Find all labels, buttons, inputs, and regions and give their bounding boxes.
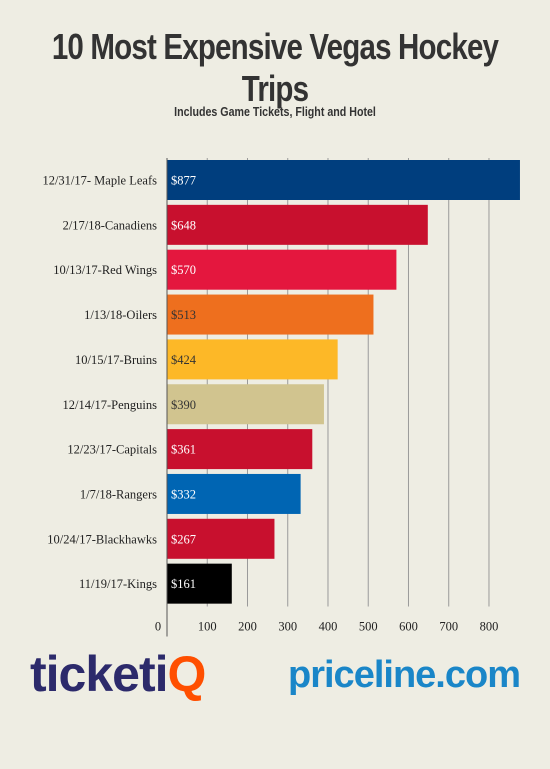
x-tick-label: 300: [278, 620, 297, 634]
x-tick-label: 700: [439, 620, 458, 634]
bar: [167, 204, 428, 245]
x-tick-label: 0: [155, 620, 161, 634]
bar: [167, 518, 275, 559]
bar: [167, 384, 324, 425]
bar: [167, 294, 374, 335]
priceline-logo: priceline.com: [288, 654, 521, 696]
bar-value-label: $390: [171, 398, 196, 412]
x-tick-label: 500: [359, 620, 378, 634]
ticketiq-logo-text: ticketi: [30, 646, 169, 702]
category-label: 11/19/17-Kings: [79, 577, 157, 591]
bar: [167, 339, 338, 380]
x-tick-label: 200: [238, 620, 257, 634]
bar: [167, 563, 232, 604]
bar-value-label: $332: [171, 487, 196, 501]
category-label: 10/24/17-Blackhawks: [47, 532, 157, 546]
bar: [167, 249, 397, 290]
x-tick-label: 600: [399, 620, 418, 634]
chart-subtitle: Includes Game Tickets, Flight and Hotel: [174, 104, 376, 119]
bar: [167, 160, 520, 200]
x-tick-label: 400: [319, 620, 338, 634]
x-tick-label: 800: [480, 620, 499, 634]
bar-value-label: $513: [171, 308, 196, 322]
category-label: 1/13/18-Oilers: [84, 308, 157, 322]
bar-value-label: $267: [171, 532, 196, 546]
bar: [167, 473, 301, 514]
bar-value-label: $648: [171, 218, 196, 232]
bars-group: $877 $648 $570 $513 $424 $390 $361 $332 $267 $161: [167, 160, 520, 604]
chart-title: 10 Most Expensive Vegas Hockey Trips: [51, 26, 499, 109]
category-label: 2/17/18-Canadiens: [63, 218, 158, 232]
ticketiq-logo: ticketiQ: [30, 645, 207, 703]
category-labels: 12/31/17- Maple Leafs 2/17/18-Canadiens 10…: [42, 174, 157, 592]
bar-value-label: $424: [171, 353, 197, 367]
bar: [167, 429, 313, 470]
category-label: 10/13/17-Red Wings: [53, 263, 157, 277]
category-label: 10/15/17-Bruins: [75, 353, 157, 367]
category-label: 1/7/18-Rangers: [80, 487, 157, 501]
bar-value-label: $161: [171, 577, 196, 591]
bar-chart: $877 $648 $570 $513 $424 $390 $361 $332 $267 $161…: [42, 158, 520, 637]
x-tick-label: 100: [198, 620, 217, 634]
bar-value-label: $361: [171, 443, 196, 457]
bar-value-label: $570: [171, 263, 196, 277]
ticketiq-logo-accent: Q: [167, 646, 207, 702]
category-label: 12/31/17- Maple Leafs: [42, 174, 157, 188]
category-label: 12/14/17-Penguins: [63, 398, 158, 412]
bar-value-label: $877: [171, 174, 196, 188]
category-label: 12/23/17-Capitals: [67, 443, 157, 457]
x-axis-ticks: 0 100 200 300 400 500 600 700 800: [155, 620, 498, 634]
